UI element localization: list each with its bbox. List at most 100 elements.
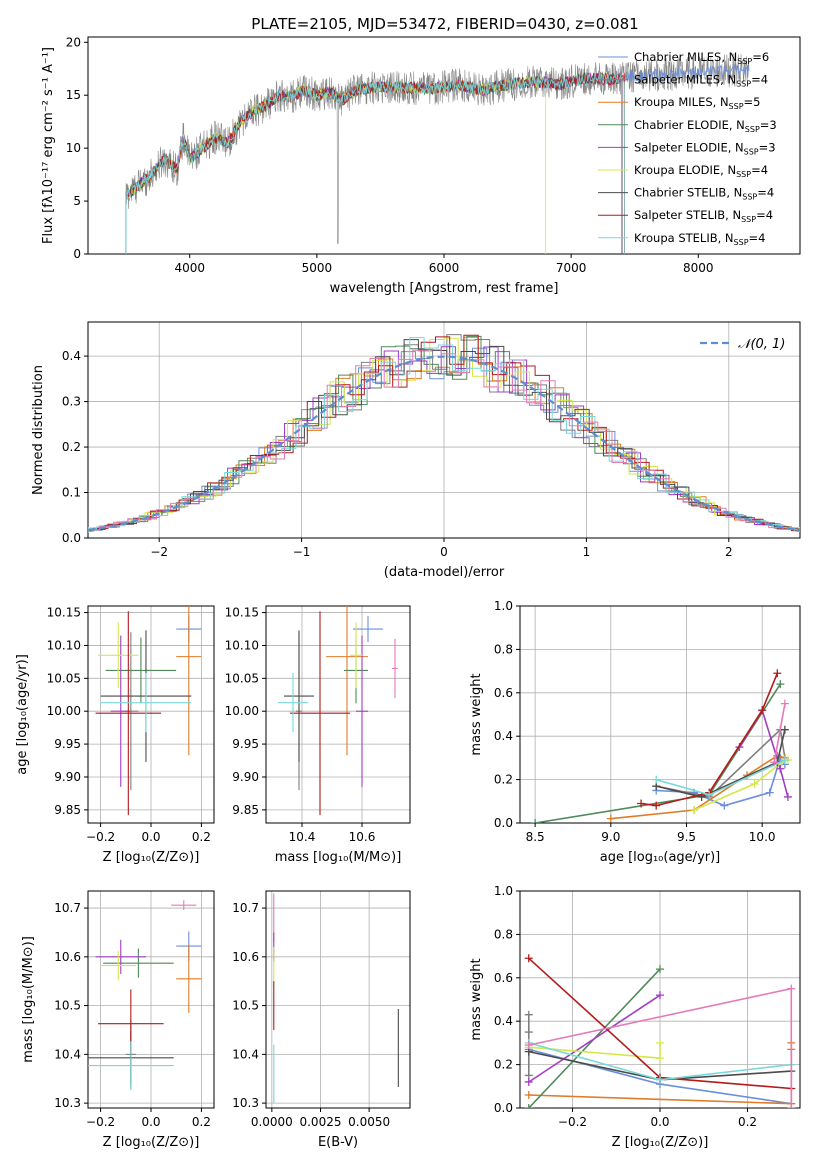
- y-tick-label: 0.8: [494, 642, 513, 656]
- kroupa_stelib-errorbar: [278, 673, 308, 732]
- y-tick-label: 0.2: [62, 440, 81, 454]
- legend-entry: Chabrier STELIB, NSSP=4: [634, 186, 774, 202]
- legend-entry: Salpeter STELIB, NSSP=4: [634, 208, 773, 224]
- x-axis-label: Z [log₁₀(Z/Z⊙)]: [612, 1135, 709, 1150]
- x-tick-label: 0.0: [650, 1115, 669, 1129]
- y-tick-label: 0.4: [62, 349, 81, 363]
- y-axis-label: age [log₁₀(age/yr)]: [15, 654, 30, 775]
- x-tick-label: 0.0000: [251, 1115, 293, 1129]
- legend-entry: Chabrier MILES, NSSP=6: [634, 50, 769, 66]
- salpeter_elodie-series: [525, 991, 664, 1086]
- legend-count: =5: [744, 95, 761, 109]
- legend-label: Chabrier MILES, N: [634, 50, 737, 64]
- x-tick-label: 9.5: [677, 830, 696, 844]
- chabrier_elodie-errorbar: [103, 949, 174, 978]
- x-tick-label: 2: [725, 545, 733, 559]
- y-tick-label: 0.6: [494, 686, 513, 700]
- salpeter_stelib-series: [637, 669, 781, 809]
- legend-entry: Kroupa ELODIE, NSSP=4: [634, 163, 768, 179]
- age_vs_mass-errorbars: [278, 558, 398, 815]
- x-tick-label: −0.2: [86, 1115, 115, 1129]
- point-marker: [690, 806, 698, 814]
- y-tick-label: 0.3: [62, 395, 81, 409]
- legend-count: =4: [756, 208, 773, 222]
- x-tick-label: −2: [150, 545, 168, 559]
- y-tick-label: 10.5: [54, 999, 81, 1013]
- y-tick-label: 15: [66, 88, 81, 102]
- x-tick-label: 8.5: [526, 830, 545, 844]
- x-axis-label: Z [log₁₀(Z/Z⊙)]: [103, 850, 200, 865]
- kroupa_stelib-errorbar: [101, 673, 192, 732]
- y-tick-label: 0: [73, 247, 81, 261]
- y-tick-label: 10.4: [54, 1047, 81, 1061]
- y-tick-label: 1.0: [494, 884, 513, 898]
- kroupa_elodie-errorbar: [101, 951, 136, 980]
- x-tick-label: 4000: [174, 261, 205, 275]
- point-marker: [787, 985, 795, 993]
- y-tick-label: 10.6: [232, 950, 259, 964]
- y-tick-label: 0.4: [494, 1014, 513, 1028]
- y-tick-label: 10.05: [47, 671, 81, 685]
- y-tick-label: 0.0: [494, 1101, 513, 1115]
- x-tick-label: 10.4: [289, 830, 316, 844]
- point-marker: [656, 1054, 664, 1062]
- mass_vs_ebv-errorbars: [274, 893, 399, 1103]
- point-marker: [776, 680, 784, 688]
- series-line: [535, 684, 780, 823]
- x-axis-label: (data-model)/error: [384, 565, 505, 580]
- y-tick-label: 20: [66, 35, 81, 49]
- y-axis-label: mass weight: [469, 958, 484, 1040]
- y-tick-label: 10.05: [225, 671, 259, 685]
- x-tick-label: −0.2: [558, 1115, 587, 1129]
- chabrier_elodie-errorbar: [106, 638, 177, 704]
- y-tick-label: 10.3: [232, 1096, 259, 1110]
- legend-subscript: SSP: [729, 102, 744, 111]
- legend-label: Salpeter STELIB, N: [634, 208, 741, 222]
- x-tick-label: 0.2: [738, 1115, 757, 1129]
- legend-label: Salpeter ELODIE, N: [634, 140, 744, 154]
- y-tick-label: 10.00: [47, 704, 81, 718]
- legend-count: =4: [751, 73, 768, 87]
- point-marker: [784, 793, 792, 801]
- legend-label: Kroupa MILES, N: [634, 95, 729, 109]
- legend-subscript: SSP: [741, 215, 756, 224]
- point-marker: [652, 776, 660, 784]
- point-marker: [525, 1028, 533, 1036]
- chabrier_stelib-errorbar: [284, 630, 314, 762]
- legend-label: Chabrier ELODIE, N: [634, 118, 745, 132]
- y-tick-label: 9.95: [232, 737, 259, 751]
- legend-label: Kroupa ELODIE, N: [634, 163, 736, 177]
- x-tick-label: 8000: [683, 261, 714, 275]
- legend-subscript: SSP: [742, 193, 757, 202]
- point-marker: [773, 669, 781, 677]
- legend-count: =4: [751, 163, 768, 177]
- x-tick-label: 9.0: [601, 830, 620, 844]
- legend-entry: Kroupa MILES, NSSP=5: [634, 95, 760, 111]
- y-tick-label: 10.00: [225, 704, 259, 718]
- legend-subscript: SSP: [736, 80, 751, 89]
- point-marker: [787, 1104, 795, 1112]
- y-tick-label: 9.90: [54, 770, 81, 784]
- legend-label: Salpeter MILES, N: [634, 73, 736, 87]
- point-marker: [781, 726, 789, 734]
- x-tick-label: 0.0: [141, 1115, 160, 1129]
- chabrier_miles-errorbar: [353, 616, 383, 642]
- y-axis-label: mass weight: [469, 673, 484, 755]
- y-tick-label: 10.7: [232, 901, 259, 915]
- y-axis-label: Flux [fλ10⁻¹⁷ erg cm⁻² s⁻¹ A⁻¹]: [41, 47, 56, 244]
- y-tick-label: 10.3: [54, 1096, 81, 1110]
- y-tick-label: 9.90: [232, 770, 259, 784]
- pink-errorbar: [171, 900, 196, 910]
- y-tick-label: 10: [66, 141, 81, 155]
- legend-subscript: SSP: [734, 238, 749, 247]
- point-marker: [656, 1039, 664, 1047]
- legend-entry: Kroupa STELIB, NSSP=4: [634, 231, 765, 247]
- kroupa_miles-spectrum-line: [126, 73, 624, 254]
- y-tick-label: 10.10: [225, 638, 259, 652]
- legend-count: =4: [749, 231, 766, 245]
- kroupa_miles-errorbar: [176, 945, 201, 1013]
- mass_vs_Z-errorbars: [88, 900, 201, 1090]
